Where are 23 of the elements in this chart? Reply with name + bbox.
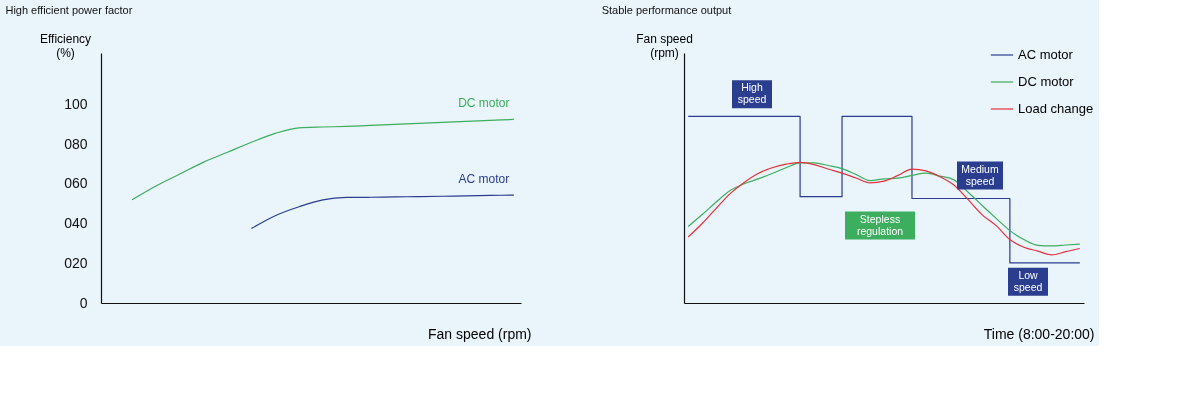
series-label: AC motor xyxy=(458,172,510,187)
annotation: Low speed xyxy=(1013,268,1043,293)
chart-title: High efficient power factor xyxy=(5,4,133,16)
y-tick-label: 0 xyxy=(79,294,88,311)
y-tick-label: 020 xyxy=(64,254,88,271)
y-tick-label: 100 xyxy=(64,96,88,113)
legend-label: DC motor xyxy=(1018,74,1075,89)
series-label: DC motor xyxy=(458,96,510,111)
line-series xyxy=(131,118,515,201)
y-tick-label: 080 xyxy=(64,135,88,152)
legend-label: AC motor xyxy=(1018,47,1074,62)
y-axis-title: Efficiency (%) xyxy=(39,31,92,60)
line-series xyxy=(250,194,515,230)
chart-title: Stable performance output xyxy=(601,4,732,16)
annotation: Stepless regulation xyxy=(856,212,904,237)
x-axis-title: Time (8:00-20:00) xyxy=(983,325,1095,342)
x-axis-title: Fan speed (rpm) xyxy=(428,325,532,342)
y-tick-label: 060 xyxy=(64,175,88,192)
text: High speed xyxy=(737,81,767,106)
legend-label: Load change xyxy=(1018,101,1094,116)
y-tick-label: 040 xyxy=(64,215,88,232)
y-axis-title: Fan speed (rpm) xyxy=(636,31,693,60)
annotation: Medium speed xyxy=(961,162,999,187)
